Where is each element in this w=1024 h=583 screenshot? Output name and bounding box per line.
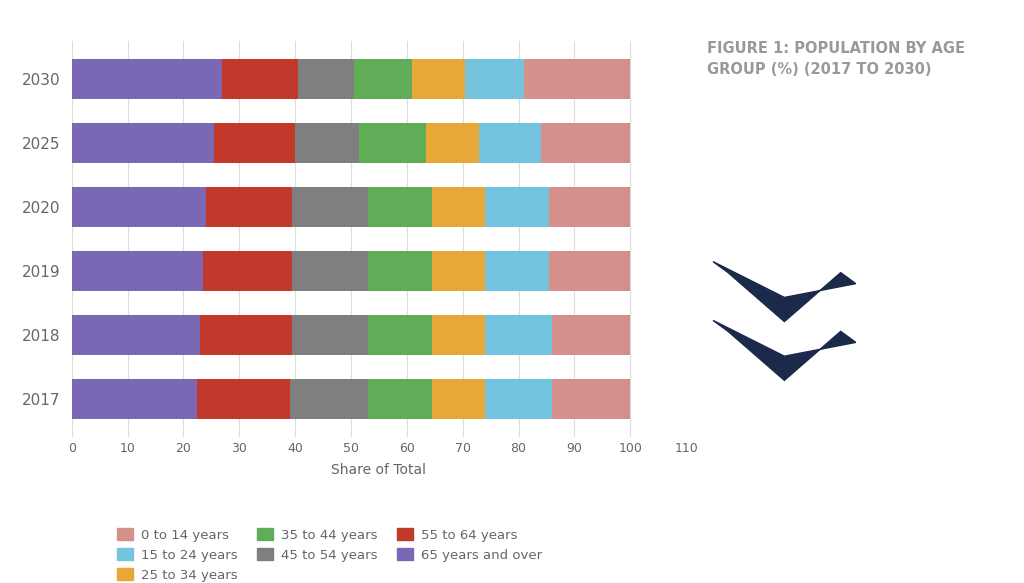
Bar (432, 187, 485, 227)
Legend: 0 to 14 years, 15 to 24 years, 25 to 34 years, 35 to 44 years, 45 to 54 years, 5: 0 to 14 years, 15 to 24 years, 25 to 34 … (112, 523, 548, 583)
Bar (359, 123, 426, 163)
Polygon shape (713, 320, 856, 380)
Bar (368, 380, 432, 419)
Bar (198, 380, 290, 419)
Bar (295, 123, 359, 163)
Bar (479, 123, 541, 163)
Bar (549, 187, 630, 227)
Bar (485, 380, 552, 419)
Bar (368, 251, 432, 291)
Bar (292, 315, 368, 355)
Bar (72, 123, 214, 163)
Bar (292, 251, 368, 291)
Bar (214, 123, 295, 163)
Bar (72, 251, 203, 291)
Bar (432, 251, 485, 291)
Bar (222, 59, 298, 99)
Bar (485, 315, 552, 355)
Bar (552, 380, 630, 419)
Bar (413, 59, 466, 99)
Bar (290, 380, 368, 419)
Bar (541, 123, 630, 163)
Bar (206, 187, 292, 227)
Bar (549, 251, 630, 291)
Bar (298, 59, 353, 99)
Bar (524, 59, 630, 99)
Bar (368, 187, 432, 227)
Bar (203, 251, 292, 291)
Bar (466, 59, 524, 99)
Bar (368, 315, 432, 355)
Bar (292, 187, 368, 227)
Bar (426, 123, 479, 163)
X-axis label: Share of Total: Share of Total (332, 463, 426, 477)
Bar (353, 59, 413, 99)
Bar (432, 315, 485, 355)
Bar (200, 315, 292, 355)
Text: FIGURE 1: POPULATION BY AGE
GROUP (%) (2017 TO 2030): FIGURE 1: POPULATION BY AGE GROUP (%) (2… (707, 41, 965, 77)
Bar (485, 187, 549, 227)
Bar (552, 315, 630, 355)
Bar (432, 380, 485, 419)
Bar (72, 187, 206, 227)
Bar (72, 380, 198, 419)
Bar (72, 59, 222, 99)
Bar (72, 315, 200, 355)
Bar (485, 251, 549, 291)
Polygon shape (713, 262, 856, 322)
